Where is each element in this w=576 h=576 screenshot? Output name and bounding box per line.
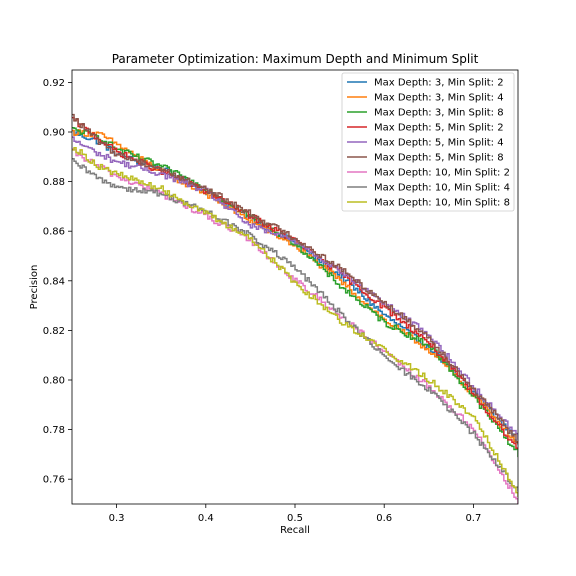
x-axis-label: Recall	[280, 525, 310, 536]
series-line	[72, 126, 518, 458]
legend-entry: Max Depth: 3, Min Split: 2	[374, 78, 504, 89]
x-tick-label: 0.7	[465, 513, 481, 524]
series-line	[72, 147, 518, 498]
y-tick-label: 0.84	[43, 276, 65, 287]
y-tick-label: 0.92	[43, 78, 65, 89]
y-tick-label: 0.86	[43, 227, 65, 238]
legend: Max Depth: 3, Min Split: 2 Max Depth: 3, …	[341, 72, 515, 212]
legend-entry: Max Depth: 5, Min Split: 4	[374, 138, 504, 149]
series-lines	[72, 113, 518, 504]
x-tick-label: 0.3	[109, 513, 125, 524]
legend-entry: Max Depth: 5, Min Split: 2	[374, 123, 504, 134]
chart-title: Parameter Optimization: Maximum Depth an…	[112, 52, 479, 66]
legend-entry: Max Depth: 10, Min Split: 2	[374, 168, 510, 179]
series-line	[72, 113, 518, 444]
legend-entry: Max Depth: 5, Min Split: 8	[374, 153, 504, 164]
series-line	[72, 148, 518, 504]
legend-entry: Max Depth: 3, Min Split: 4	[374, 93, 504, 104]
y-tick-label: 0.88	[43, 177, 65, 188]
x-tick-label: 0.4	[198, 513, 214, 524]
legend-box	[341, 72, 515, 212]
legend-entry: Max Depth: 10, Min Split: 8	[374, 198, 510, 209]
x-axis-ticks: 0.3 0.4 0.5 0.6 0.7	[109, 504, 481, 524]
y-tick-label: 0.78	[43, 425, 65, 436]
y-axis-ticks: 0.76 0.78 0.80 0.82 0.84 0.86 0.88 0.90 0.92	[43, 78, 72, 486]
y-axis-label: Precision	[29, 265, 40, 310]
y-tick-label: 0.80	[43, 376, 65, 387]
y-tick-label: 0.90	[43, 128, 65, 139]
x-tick-label: 0.6	[376, 513, 392, 524]
y-tick-label: 0.76	[43, 475, 65, 486]
x-tick-label: 0.5	[287, 513, 303, 524]
legend-entry: Max Depth: 10, Min Split: 4	[374, 183, 510, 194]
series-line	[72, 158, 518, 492]
y-tick-label: 0.82	[43, 326, 65, 337]
legend-entry: Max Depth: 3, Min Split: 8	[374, 108, 504, 119]
